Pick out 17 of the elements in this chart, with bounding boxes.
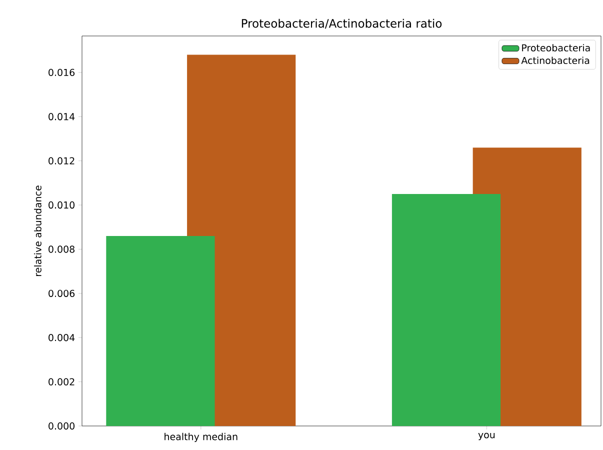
y-tick-label: 0.000	[48, 422, 74, 430]
y-tick-label: 0.010	[48, 201, 74, 209]
y-tick-label: 0.002	[48, 378, 74, 386]
y-tick-label: 0.006	[48, 290, 75, 298]
y-axis-title: relative abundance	[34, 186, 42, 276]
y-tick-label: 0.014	[48, 113, 75, 120]
bar	[106, 236, 215, 426]
bar	[392, 194, 501, 426]
x-tick-label: healthy median	[164, 432, 238, 442]
chart-title: Proteobacteria/Actinobacteria ratio	[242, 18, 442, 29]
y-tick-label: 0.016	[48, 68, 75, 76]
x-tick-label: you	[478, 432, 495, 440]
y-tick-label: 0.008	[48, 246, 74, 253]
y-tick-label: 0.012	[48, 157, 74, 164]
y-tick-label: 0.004	[48, 334, 75, 342]
legend-label: Proteobacteria	[522, 44, 590, 52]
legend-label: Actinobacteria	[521, 56, 590, 64]
